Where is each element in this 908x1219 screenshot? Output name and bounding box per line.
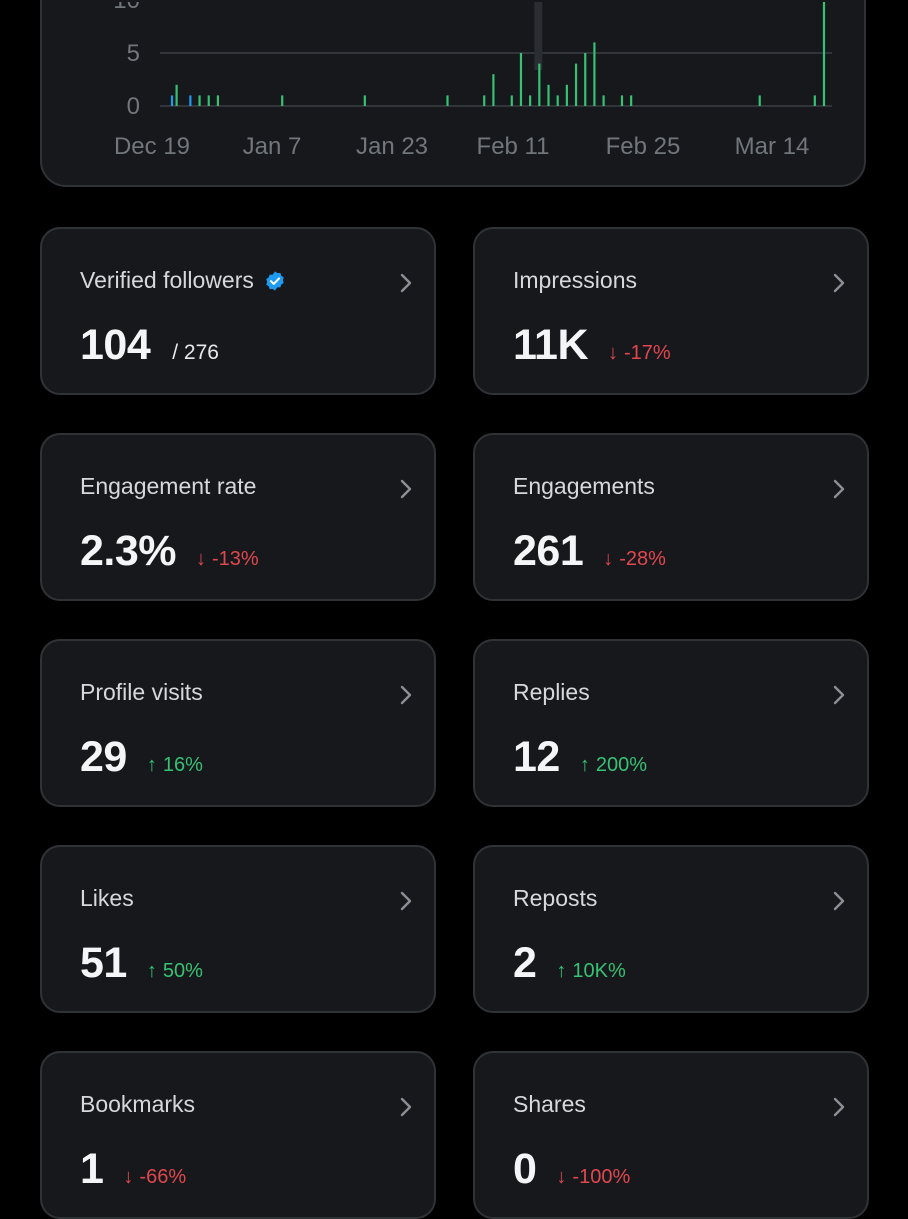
arrow-up-icon: ↑: [579, 754, 590, 776]
chevron-right-icon: [833, 1097, 845, 1117]
metric-change: ↑ 10K%: [556, 960, 626, 982]
card-shares[interactable]: Shares 0 ↓ -100%: [473, 1051, 869, 1219]
arrow-up-icon: ↑: [556, 960, 567, 982]
y-tick-label: 5: [127, 40, 140, 67]
arrow-down-icon: ↓: [603, 548, 614, 570]
card-label: Profile visits: [80, 679, 203, 705]
card-value-row: 12 ↑ 200%: [513, 733, 647, 782]
card-value-row: 0 ↓ -100%: [513, 1145, 630, 1194]
card-label: Engagements: [513, 473, 655, 499]
chevron-right-icon: [400, 891, 412, 911]
arrow-up-icon: ↑: [146, 754, 157, 776]
x-tick-label: Dec 19: [114, 133, 190, 160]
card-label: Engagement rate: [80, 473, 257, 499]
metric-total: / 276: [172, 341, 219, 364]
metric-value: 1: [80, 1145, 104, 1193]
x-tick-label: Mar 14: [735, 133, 810, 160]
metric-value: 11K: [513, 321, 589, 369]
card-value-row: 2 ↑ 10K%: [513, 939, 626, 988]
card-profile-visits[interactable]: Profile visits 29 ↑ 16%: [40, 639, 436, 807]
activity-chart-card: 0 5 10 Dec 19 Jan 7 Jan 23 Feb 11 Feb 25 Mar 14: [40, 0, 866, 187]
metric-value: 12: [513, 733, 560, 781]
card-value-row: 51 ↑ 50%: [80, 939, 203, 988]
metric-change: ↓ -17%: [608, 342, 671, 364]
arrow-down-icon: ↓: [608, 342, 619, 364]
card-label: Bookmarks: [80, 1091, 196, 1117]
card-likes[interactable]: Likes 51 ↑ 50%: [40, 845, 436, 1013]
card-label: Reposts: [513, 885, 598, 911]
card-label: Verified followers: [80, 267, 286, 294]
metric-change: ↑ 16%: [146, 754, 203, 776]
metric-value: 2: [513, 939, 537, 987]
chevron-right-icon: [400, 479, 412, 499]
metric-change: ↓ -28%: [603, 548, 666, 570]
metric-change: ↓ -100%: [556, 1166, 631, 1188]
card-impressions[interactable]: Impressions 11K ↓ -17%: [473, 227, 869, 395]
card-value-row: 1 ↓ -66%: [80, 1145, 186, 1194]
x-tick-label: Feb 25: [606, 133, 681, 160]
card-label: Shares: [513, 1091, 586, 1117]
card-value-row: 104 / 276: [80, 321, 219, 370]
chevron-right-icon: [833, 273, 845, 293]
metric-change: ↑ 200%: [579, 754, 647, 776]
card-value-row: 11K ↓ -17%: [513, 321, 671, 370]
card-engagements[interactable]: Engagements 261 ↓ -28%: [473, 433, 869, 601]
metric-change: ↓ -13%: [196, 548, 259, 570]
card-value-row: 29 ↑ 16%: [80, 733, 203, 782]
card-value-row: 2.3% ↓ -13%: [80, 527, 259, 576]
chevron-right-icon: [400, 273, 412, 293]
card-label: Impressions: [513, 267, 637, 293]
x-tick-label: Feb 11: [477, 133, 550, 160]
metric-value: 2.3%: [80, 527, 177, 575]
chevron-right-icon: [400, 685, 412, 705]
chevron-right-icon: [400, 1097, 412, 1117]
metric-value: 0: [513, 1145, 537, 1193]
card-reposts[interactable]: Reposts 2 ↑ 10K%: [473, 845, 869, 1013]
arrow-down-icon: ↓: [556, 1166, 567, 1188]
card-verified-followers[interactable]: Verified followers 104 / 276: [40, 227, 436, 395]
card-bookmarks[interactable]: Bookmarks 1 ↓ -66%: [40, 1051, 436, 1219]
x-tick-label: Jan 23: [356, 133, 428, 160]
chevron-right-icon: [833, 479, 845, 499]
card-label: Likes: [80, 885, 134, 911]
card-replies[interactable]: Replies 12 ↑ 200%: [473, 639, 869, 807]
verified-badge-icon: [266, 270, 284, 291]
chevron-right-icon: [833, 685, 845, 705]
y-tick-label: 0: [127, 93, 140, 120]
y-tick-label: 10: [113, 2, 140, 14]
metric-value: 261: [513, 527, 584, 575]
activity-chart: 0 5 10 Dec 19 Jan 7 Jan 23 Feb 11 Feb 25 Mar 14: [113, 2, 832, 160]
metric-change: ↓ -66%: [123, 1166, 187, 1188]
arrow-up-icon: ↑: [146, 960, 157, 982]
x-tick-label: Jan 7: [243, 133, 302, 160]
metric-value: 104: [80, 321, 151, 369]
metric-change: ↑ 50%: [146, 960, 203, 982]
card-label: Replies: [513, 679, 590, 705]
card-value-row: 261 ↓ -28%: [513, 527, 666, 576]
metric-value: 29: [80, 733, 127, 781]
metric-value: 51: [80, 939, 127, 987]
arrow-down-icon: ↓: [196, 548, 207, 570]
highlight-column: [534, 2, 543, 70]
card-engagement-rate[interactable]: Engagement rate 2.3% ↓ -13%: [40, 433, 436, 601]
arrow-down-icon: ↓: [123, 1166, 134, 1188]
chevron-right-icon: [833, 891, 845, 911]
